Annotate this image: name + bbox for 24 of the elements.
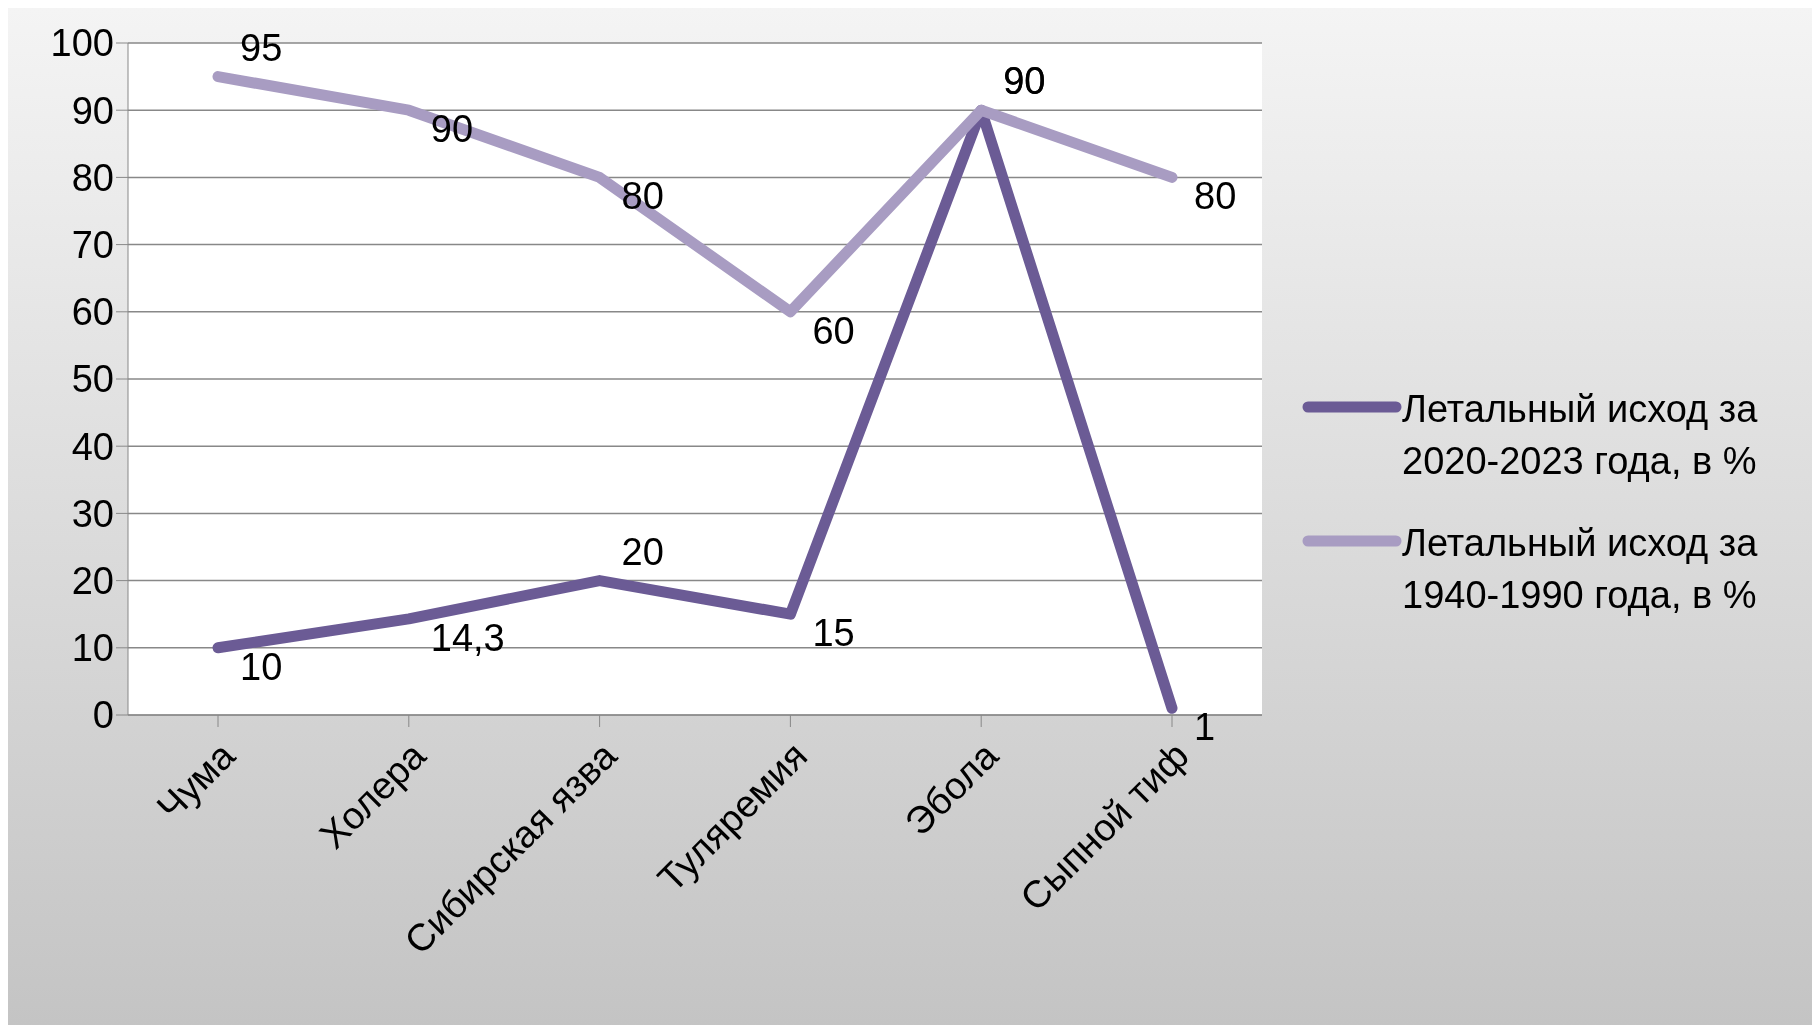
y-tick-label: 40 — [71, 425, 114, 468]
data-label: 10 — [240, 645, 283, 688]
y-tick-label: 50 — [71, 358, 114, 401]
y-tick-label: 90 — [71, 89, 114, 132]
data-label: 80 — [621, 175, 664, 218]
data-label: 15 — [812, 612, 855, 655]
legend-label: Летальный исход за 1940-1990 года, в % — [1402, 520, 1759, 618]
y-tick-label: 80 — [71, 156, 114, 199]
data-label: 90 — [430, 108, 474, 151]
data-label: 14,3 — [430, 616, 505, 659]
data-label: 1 — [1194, 706, 1216, 749]
y-tick-label: 60 — [71, 291, 114, 334]
data-label: 20 — [621, 530, 664, 573]
data-label: 60 — [812, 309, 855, 352]
data-label: 90 — [1003, 60, 1046, 103]
data-label: 95 — [240, 26, 283, 69]
y-tick-label: 20 — [71, 560, 114, 603]
legend-label: Летальный исход за 2020-2023 года, в % — [1402, 386, 1759, 484]
y-tick-label: 10 — [71, 627, 114, 670]
y-tick-label: 70 — [71, 224, 114, 267]
y-tick-label: 0 — [92, 694, 114, 737]
y-tick-label: 100 — [50, 22, 114, 65]
data-label: 80 — [1194, 175, 1237, 218]
y-tick-label: 30 — [71, 492, 114, 535]
